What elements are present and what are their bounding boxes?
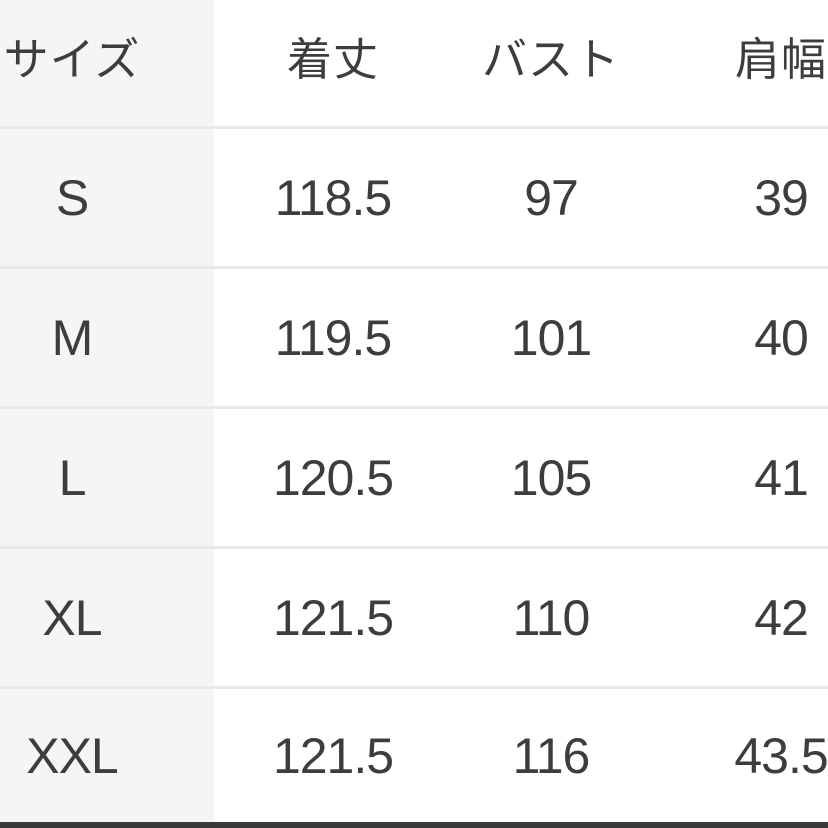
size-cell: L (58, 449, 87, 506)
shoulder-value: 43.5 (734, 727, 828, 784)
length-value: 121.5 (272, 589, 394, 646)
length-value: 119.5 (274, 309, 392, 366)
table-row-xl: XL 121.5 110 42 (0, 546, 828, 686)
table-row-xxl: XXL 121.5 116 43.5 (0, 686, 828, 822)
size-cell: S (55, 169, 89, 226)
table-row-s: S 118.5 97 39 (0, 126, 828, 266)
table-row-m: M 119.5 101 40 (0, 266, 828, 406)
shoulder-value: 39 (754, 169, 809, 226)
shoulder-value: 42 (754, 589, 809, 646)
bust-value: 101 (510, 309, 592, 366)
shoulder-value: 40 (754, 309, 809, 366)
bust-value: 105 (510, 449, 592, 506)
bust-value: 97 (524, 169, 579, 226)
length-value: 121.5 (272, 727, 394, 784)
table-row-l: L 120.5 105 41 (0, 406, 828, 546)
header-bust: バスト (481, 33, 620, 85)
bust-value: 116 (512, 727, 591, 784)
size-cell: XL (42, 589, 102, 646)
table-header-row: サイズ 着丈 バスト 肩幅 (0, 0, 828, 126)
header-size: サイズ (3, 33, 141, 85)
size-cell: M (51, 309, 94, 366)
header-shoulder: 肩幅 (734, 33, 827, 85)
length-value: 118.5 (274, 169, 392, 226)
bottom-bar (0, 822, 828, 828)
shoulder-value: 41 (754, 449, 809, 506)
header-length: 着丈 (286, 33, 379, 85)
size-column-background (0, 0, 214, 822)
bust-value: 110 (512, 589, 591, 646)
length-value: 120.5 (272, 449, 394, 506)
size-cell: XXL (26, 727, 119, 784)
